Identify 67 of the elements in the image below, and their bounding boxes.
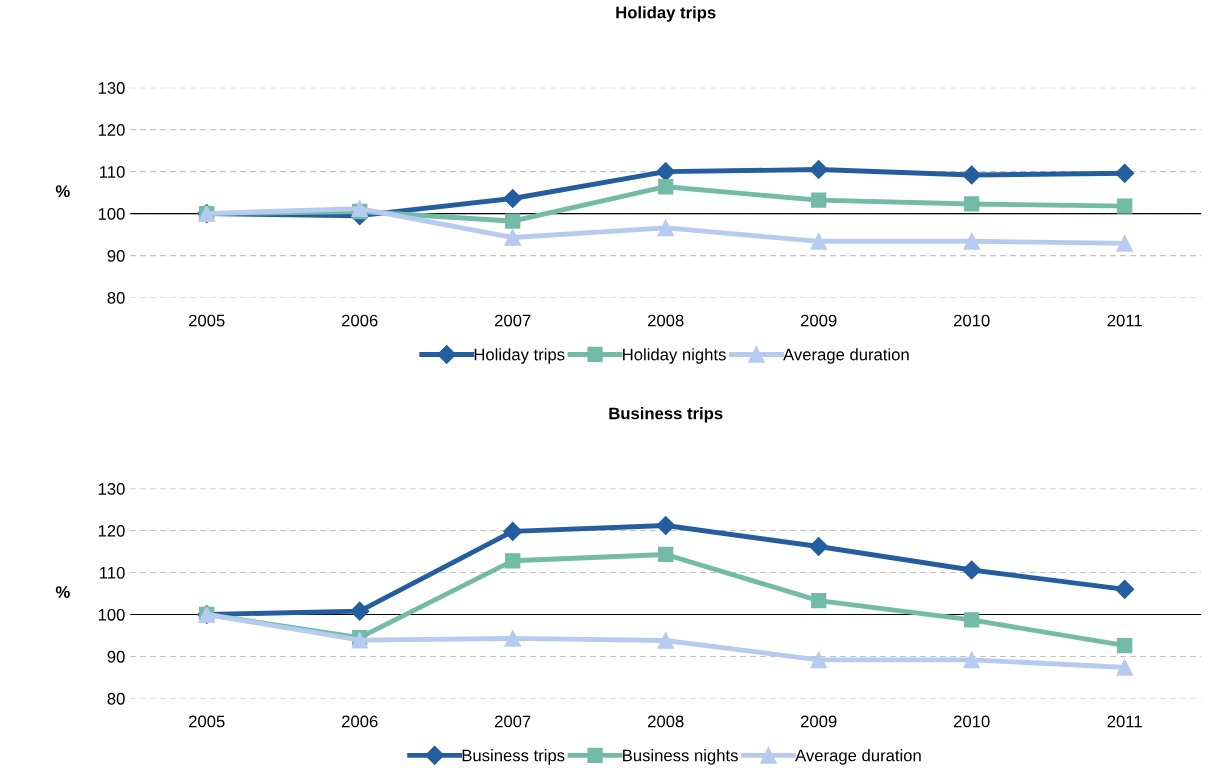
x-tick-label: 2007 xyxy=(495,314,531,327)
y-tick-label: 110 xyxy=(100,166,125,178)
x-tick-label: 2005 xyxy=(189,314,225,327)
point xyxy=(811,192,827,208)
x-tick-label: 2009 xyxy=(801,314,837,327)
x-tick-label: 2010 xyxy=(953,314,990,327)
point xyxy=(505,553,521,569)
x-tick-label: 2006 xyxy=(342,314,378,327)
x-tick-label: 2008 xyxy=(648,314,684,327)
y-tick-label: 130 xyxy=(98,482,125,495)
point xyxy=(1117,198,1133,214)
legend-label: Business trips xyxy=(462,749,565,765)
y-tick-label: 100 xyxy=(98,208,125,220)
y-tick-label: 80 xyxy=(107,291,125,304)
point xyxy=(964,196,980,212)
point xyxy=(657,219,675,237)
y-tick-label: 90 xyxy=(107,249,125,262)
x-tick-label: 2007 xyxy=(495,715,531,728)
point xyxy=(964,612,980,628)
y-tick-label: 110 xyxy=(100,566,125,579)
legend-label: Average duration xyxy=(795,749,921,765)
x-tick-label: 2005 xyxy=(189,715,225,728)
x-tick-label: 2011 xyxy=(1107,314,1142,327)
point xyxy=(962,165,982,185)
point xyxy=(1116,659,1134,676)
point xyxy=(963,651,981,669)
point xyxy=(350,601,370,621)
point xyxy=(1117,637,1133,654)
point xyxy=(810,651,828,669)
point xyxy=(1115,579,1135,599)
point xyxy=(811,593,827,609)
x-tick-label: 2006 xyxy=(342,715,378,728)
point xyxy=(1116,235,1134,252)
point xyxy=(963,232,981,250)
legend-label: Average duration xyxy=(783,348,909,364)
point xyxy=(962,560,982,580)
point xyxy=(656,162,676,182)
legend-label: Business nights xyxy=(623,749,738,765)
point xyxy=(809,160,829,180)
x-tick-label: 2008 xyxy=(648,715,684,728)
y-tick-label: 80 xyxy=(107,692,125,705)
y-axis-title: % xyxy=(55,185,70,198)
point xyxy=(503,521,523,541)
x-tick-label: 2010 xyxy=(953,715,990,728)
chart-title: Holiday trips xyxy=(616,6,716,22)
point xyxy=(503,188,523,209)
legend-label: Holiday trips xyxy=(474,348,565,364)
point xyxy=(504,229,522,246)
x-tick-label: 2011 xyxy=(1107,715,1142,728)
point xyxy=(1115,163,1135,183)
point xyxy=(504,630,522,647)
y-tick-label: 130 xyxy=(98,82,125,94)
point xyxy=(658,546,674,563)
y-tick-label: 120 xyxy=(98,524,125,537)
point xyxy=(505,213,521,229)
x-tick-label: 2009 xyxy=(801,715,837,728)
y-tick-label: 100 xyxy=(98,608,125,621)
point xyxy=(656,515,676,536)
legend-label: Holiday nights xyxy=(623,348,726,364)
point xyxy=(657,632,675,649)
y-tick-label: 120 xyxy=(98,124,125,136)
y-axis-title: % xyxy=(55,586,70,598)
y-tick-label: 90 xyxy=(107,650,125,663)
point xyxy=(810,232,828,250)
point xyxy=(809,536,829,557)
point xyxy=(658,179,674,195)
chart-title: Business trips xyxy=(609,407,723,423)
